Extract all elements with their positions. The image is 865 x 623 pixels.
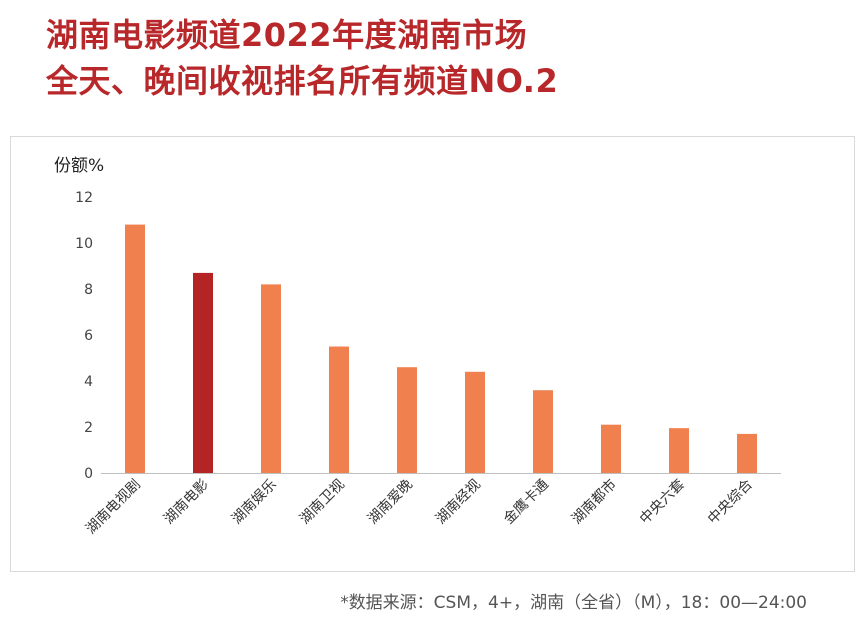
bar bbox=[329, 346, 349, 473]
y-axis-title: 份额% bbox=[54, 156, 104, 176]
bar bbox=[193, 272, 213, 473]
bar-series bbox=[125, 224, 757, 473]
y-tick-label: 2 bbox=[84, 420, 93, 436]
y-axis-ticks: 0 2 4 6 8 10 12 bbox=[75, 190, 93, 482]
y-tick-label: 12 bbox=[75, 190, 93, 206]
x-category-label: 湖南电视剧 bbox=[83, 477, 144, 538]
title-line-1: 湖南电影频道2022年度湖南市场 bbox=[46, 16, 528, 54]
x-category-label: 湖南都市 bbox=[568, 476, 620, 528]
bar bbox=[465, 371, 485, 473]
bar bbox=[397, 367, 417, 473]
x-category-label: 中央综合 bbox=[705, 477, 756, 528]
y-tick-label: 10 bbox=[75, 236, 93, 252]
x-category-label: 湖南卫视 bbox=[297, 477, 348, 528]
bar bbox=[601, 424, 621, 473]
x-category-label: 金鹰卡通 bbox=[501, 477, 552, 528]
y-tick-label: 4 bbox=[84, 374, 93, 390]
bar bbox=[737, 433, 757, 473]
x-category-label: 湖南娱乐 bbox=[229, 477, 280, 528]
chart-panel: 份额% 0 2 4 6 8 10 12 湖南电视剧 湖南电影 湖南娱乐 湖南卫视 湖南爱晚 湖南经视金… bbox=[10, 136, 855, 572]
bar bbox=[261, 284, 281, 473]
bar bbox=[669, 428, 689, 473]
title-line-2: 全天、晚间收视排名所有频道NO.2 bbox=[46, 62, 559, 100]
bar bbox=[125, 224, 145, 473]
bar bbox=[533, 390, 553, 473]
x-category-label: 湖南电影 bbox=[161, 477, 212, 528]
y-tick-label: 8 bbox=[84, 282, 93, 298]
chart-title: 湖南电影频道2022年度湖南市场 全天、晚间收视排名所有频道NO.2 bbox=[46, 12, 558, 104]
source-note: *数据来源：CSM，4+，湖南（全省）（M），18：00—24:00 bbox=[340, 593, 807, 613]
y-tick-label: 6 bbox=[84, 328, 93, 344]
y-tick-label: 0 bbox=[84, 466, 93, 482]
x-category-label: 中央六套 bbox=[637, 477, 688, 528]
x-category-label: 湖南经视 bbox=[433, 477, 484, 528]
x-axis-category-labels: 湖南电视剧 湖南电影 湖南娱乐 湖南卫视 湖南爱晚 湖南经视 金鹰卡通 湖南都市 中央六套 中央综… bbox=[83, 476, 756, 538]
bar-chart: 份额% 0 2 4 6 8 10 12 湖南电视剧 湖南电影 湖南娱乐 湖南卫视 湖南爱晚 湖南经视金… bbox=[54, 156, 781, 538]
x-category-label: 湖南爱晚 bbox=[365, 477, 416, 528]
